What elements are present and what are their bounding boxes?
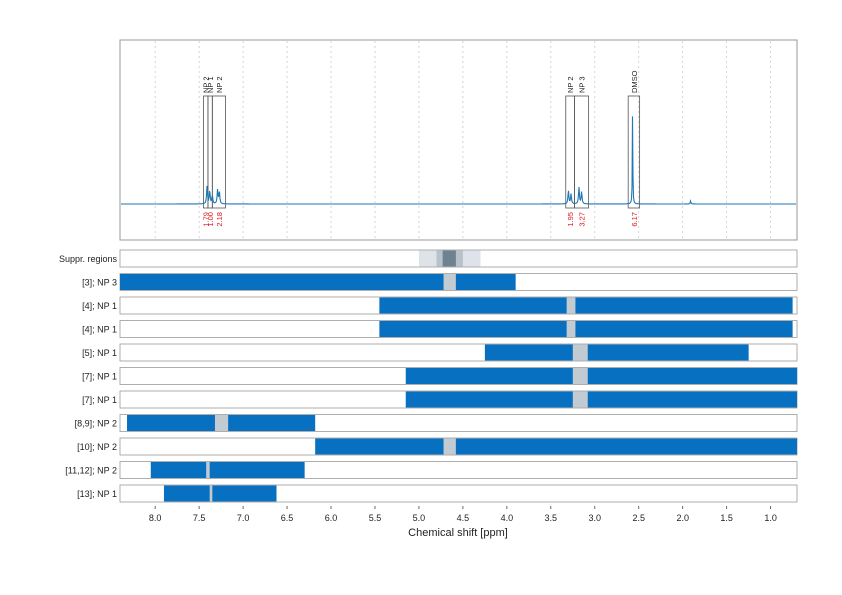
grid-lines <box>154 41 772 239</box>
region-bar <box>315 438 797 455</box>
spectrum-panel: NP 2 1.79 NP 1 1.00 NP 2 2.18 NP 2 1.95 NP 3 3.27… <box>119 39 798 241</box>
row-label: [5]; NP 1 <box>82 348 117 358</box>
integration-box-label: NP 2 <box>566 76 575 93</box>
x-axis: 8.0 7.5 7.0 6.5 6.0 5.5 5.0 4.5 4.0 3.5 3.0 2.5 2.0 1… <box>149 506 777 523</box>
integration-box <box>574 95 590 209</box>
integral-value: 1.00 <box>206 212 215 227</box>
x-tick-label: 3.5 <box>545 513 558 523</box>
region-gap <box>443 438 456 455</box>
x-tick-label: 1.5 <box>720 513 733 523</box>
region-gap <box>572 344 588 361</box>
integral-value: 3.27 <box>578 212 587 227</box>
x-tick-label: 4.5 <box>457 513 470 523</box>
region-gap <box>209 485 213 502</box>
x-tick-label: 8.0 <box>149 513 162 523</box>
x-tick-label: 7.5 <box>193 513 206 523</box>
integration-boxes: NP 2 1.79 NP 1 1.00 NP 2 2.18 NP 2 1.95 NP 3 3.27… <box>202 70 641 227</box>
region-gap <box>566 321 576 337</box>
regions-panel: Suppr. regions [3]; NP 3 [4]; NP 1 [4]; NP … <box>59 249 798 503</box>
row-frame <box>119 484 798 503</box>
region-gap <box>572 391 588 408</box>
integration-box <box>627 95 641 209</box>
integral-value: 2.18 <box>215 212 224 227</box>
x-tick-label: 5.0 <box>413 513 426 523</box>
row-label: [7]; NP 1 <box>82 372 117 382</box>
suppression-band <box>442 250 456 267</box>
integration-box-label: NP 2 <box>215 76 224 93</box>
spectrum-line <box>121 116 796 205</box>
row-label: [7]; NP 1 <box>82 395 117 405</box>
integral-value: 1.79 <box>202 212 211 227</box>
x-tick-label: 1.0 <box>764 513 777 523</box>
region-gap <box>214 415 229 431</box>
x-tick-label: 7.0 <box>237 513 250 523</box>
row-label: Suppr. regions <box>59 254 118 264</box>
row-label: [3]; NP 3 <box>82 278 117 288</box>
region-bar <box>484 344 749 361</box>
row-label: [10]; NP 2 <box>77 442 117 452</box>
integration-box-label: NP 2 <box>202 76 211 93</box>
integration-box-label: DMSO <box>630 70 639 93</box>
x-tick-label: 3.0 <box>589 513 602 523</box>
spectrum-frame <box>119 39 798 241</box>
row-label: [13]; NP 1 <box>77 489 117 499</box>
integral-value: 6.17 <box>630 212 639 227</box>
integral-value: 1.95 <box>566 212 575 227</box>
x-tick-label: 4.0 <box>501 513 514 523</box>
x-tick-label: 2.0 <box>676 513 689 523</box>
region-bar <box>120 274 516 290</box>
x-tick-label: 6.0 <box>325 513 338 523</box>
x-tick-label: 5.5 <box>369 513 382 523</box>
row-label: [4]; NP 1 <box>82 325 117 335</box>
x-axis-label: Chemical shift [ppm] <box>408 527 508 539</box>
region-bar <box>405 391 797 408</box>
integration-box <box>211 95 226 209</box>
row-label: [8,9]; NP 2 <box>75 419 117 429</box>
region-bar <box>405 368 797 384</box>
row-label: [11,12]; NP 2 <box>65 466 117 476</box>
region-bar <box>150 462 305 478</box>
region-gap <box>572 368 588 384</box>
integration-box-label: NP 1 <box>206 76 215 93</box>
x-tick-label: 6.5 <box>281 513 294 523</box>
region-bar <box>379 297 793 314</box>
region-bar <box>163 485 277 502</box>
integration-box-label: NP 3 <box>578 76 587 93</box>
region-bar <box>379 321 793 337</box>
region-gap <box>206 462 210 478</box>
x-tick-label: 2.5 <box>632 513 645 523</box>
region-gap <box>566 297 576 314</box>
row-label: [4]; NP 1 <box>82 301 117 311</box>
region-gap <box>443 274 456 290</box>
